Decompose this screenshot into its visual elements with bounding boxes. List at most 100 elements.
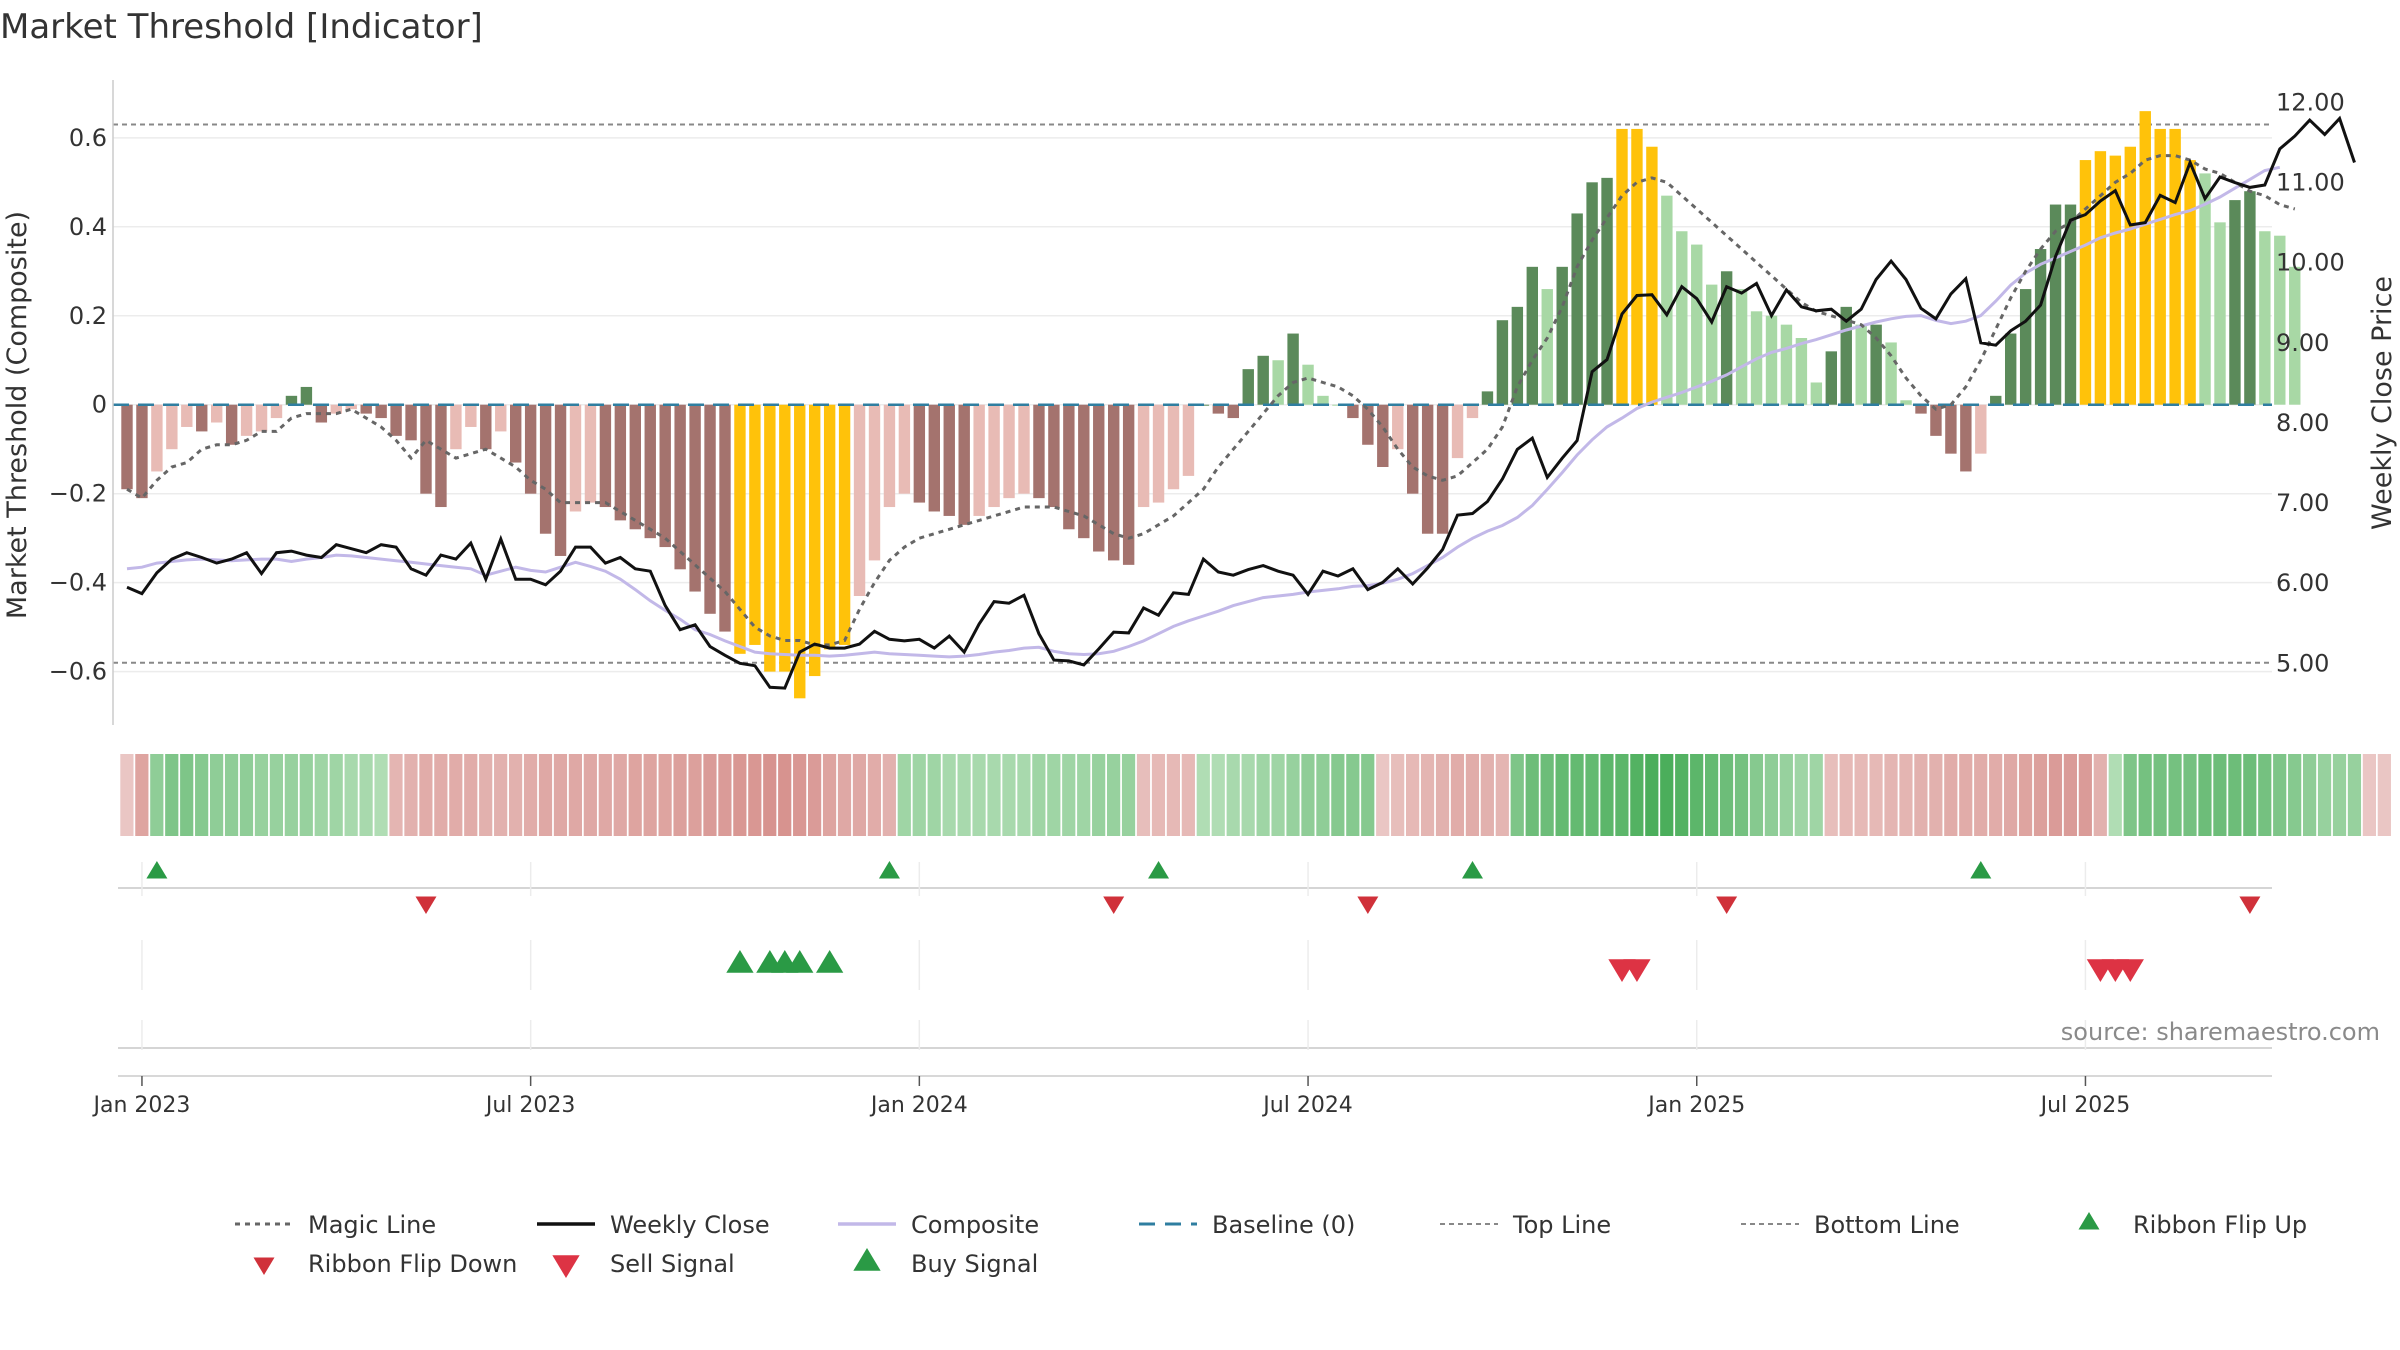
composite-bar (1855, 324, 1867, 405)
composite-bar (2229, 200, 2241, 405)
ribbon-cell (523, 754, 538, 836)
left-tick-label: 0.4 (69, 213, 107, 241)
ribbon-cell (1211, 754, 1225, 836)
composite-bar (1302, 364, 1314, 405)
composite-bar (1257, 355, 1269, 405)
ribbon-cell (972, 754, 986, 836)
composite-bar (345, 404, 357, 410)
composite-bar (1108, 404, 1120, 561)
legend-label: Baseline (0) (1212, 1211, 1355, 1239)
composite-bar (1436, 404, 1449, 534)
ribbon-cell (1899, 754, 1913, 836)
x-tick-label: Jan 2024 (869, 1093, 968, 1118)
ribbon-cell (1406, 754, 1420, 836)
composite-bar (1810, 382, 1823, 405)
main-panel: 0.6 0.4 0.2 0 −0.2 −0.4 −0.6 12.00 11.00 10.00 9.… (2, 80, 2398, 725)
ribbon-cell (763, 754, 777, 836)
ribbon-cell (598, 754, 612, 836)
composite-bar (1541, 289, 1553, 405)
ribbon-cell (2048, 754, 2063, 836)
composite-bar (1631, 128, 1643, 405)
composite-bar (2139, 111, 2151, 405)
ribbon-cell (1600, 754, 1614, 836)
legend-swatch (2078, 1212, 2100, 1230)
x-tick-label: Jul 2023 (484, 1093, 576, 1118)
ribbon-flip-up-marker (1148, 861, 1170, 879)
ribbon-cell (359, 754, 373, 836)
ribbon-cell (2123, 754, 2137, 836)
composite-bar (1451, 404, 1464, 459)
legend-item: Top Line (1440, 1211, 1611, 1239)
composite-bar (2124, 146, 2136, 405)
composite-bar (809, 404, 821, 677)
composite-bar (2244, 191, 2256, 405)
right-tick-label: 7.00 (2276, 489, 2329, 517)
ribbon-cell (1465, 754, 1479, 836)
composite-bar (599, 404, 612, 508)
composite-bar (1137, 404, 1150, 508)
ribbon-cell (150, 754, 164, 836)
composite-bar (1152, 404, 1165, 503)
legend-item: Ribbon Flip Up (2078, 1211, 2307, 1239)
composite-bar (405, 404, 417, 441)
composite-bar (749, 404, 761, 645)
right-tick-label: 11.00 (2276, 169, 2345, 197)
x-tick-label: Jul 2024 (1261, 1093, 1353, 1118)
right-tick-label: 6.00 (2276, 569, 2329, 597)
composite-bar (958, 404, 970, 525)
ribbon-cell (1615, 754, 1629, 836)
ribbon-cell (344, 754, 358, 836)
composite-bar (2184, 160, 2196, 405)
composite-bar (1048, 404, 1060, 508)
composite-bar (539, 404, 552, 534)
composite-bar (2005, 333, 2017, 405)
composite-bar (375, 404, 387, 419)
ribbon-cell (2138, 754, 2152, 836)
composite-bar (2034, 249, 2047, 405)
source-note: source: sharemaestro.com (2061, 1018, 2380, 1046)
composite-bar (450, 404, 462, 450)
x-tick-label: Jan 2023 (91, 1093, 190, 1118)
ribbon-cell (1121, 754, 1136, 836)
ribbon-cell (2018, 754, 2033, 836)
legend-swatch (552, 1255, 580, 1278)
composite-bar (659, 404, 671, 548)
ribbon-cell (1974, 754, 1988, 836)
composite-bar (2214, 222, 2226, 405)
ribbon-cell (1271, 754, 1285, 836)
left-tick-label: −0.2 (49, 480, 107, 508)
legend-item: Weekly Close (537, 1211, 770, 1239)
buy-signal-marker (726, 950, 754, 973)
ribbon-cell (673, 754, 687, 836)
right-tick-label: 8.00 (2276, 409, 2329, 437)
composite-bar (1720, 271, 1733, 405)
ribbon-cell (837, 754, 852, 836)
legend-item: Baseline (0) (1139, 1211, 1355, 1239)
ribbon-cell (1286, 754, 1300, 836)
ribbon-cell (2303, 754, 2317, 836)
ribbon-cell (1824, 754, 1838, 836)
composite-bar (1212, 404, 1225, 414)
composite-bar (1018, 404, 1030, 494)
composite-bar (2109, 155, 2122, 405)
ribbon-cell (254, 754, 269, 836)
composite-bar (1900, 400, 1912, 405)
ribbon-cell (1734, 754, 1749, 836)
composite-bar (1063, 404, 1075, 530)
composite-bar (898, 404, 911, 494)
composite-bar (1466, 404, 1479, 419)
left-tick-label: −0.6 (49, 658, 107, 686)
ribbon-cell (1226, 754, 1240, 836)
composite-bar (719, 404, 731, 632)
right-axis-ticks: 12.00 11.00 10.00 9.00 8.00 7.00 6.00 5.00 (2276, 88, 2345, 677)
legend-label: Top Line (1512, 1211, 1611, 1239)
composite-bar (629, 404, 641, 530)
right-tick-label: 12.00 (2276, 88, 2345, 116)
composite-bar (1586, 182, 1598, 405)
ribbon-cell (1779, 754, 1793, 836)
legend-swatch (253, 1257, 275, 1275)
ribbon-cell (1645, 754, 1659, 836)
ribbon-cell (2198, 754, 2212, 836)
composite-bar (1362, 404, 1374, 445)
ribbon-cell (2213, 754, 2227, 836)
